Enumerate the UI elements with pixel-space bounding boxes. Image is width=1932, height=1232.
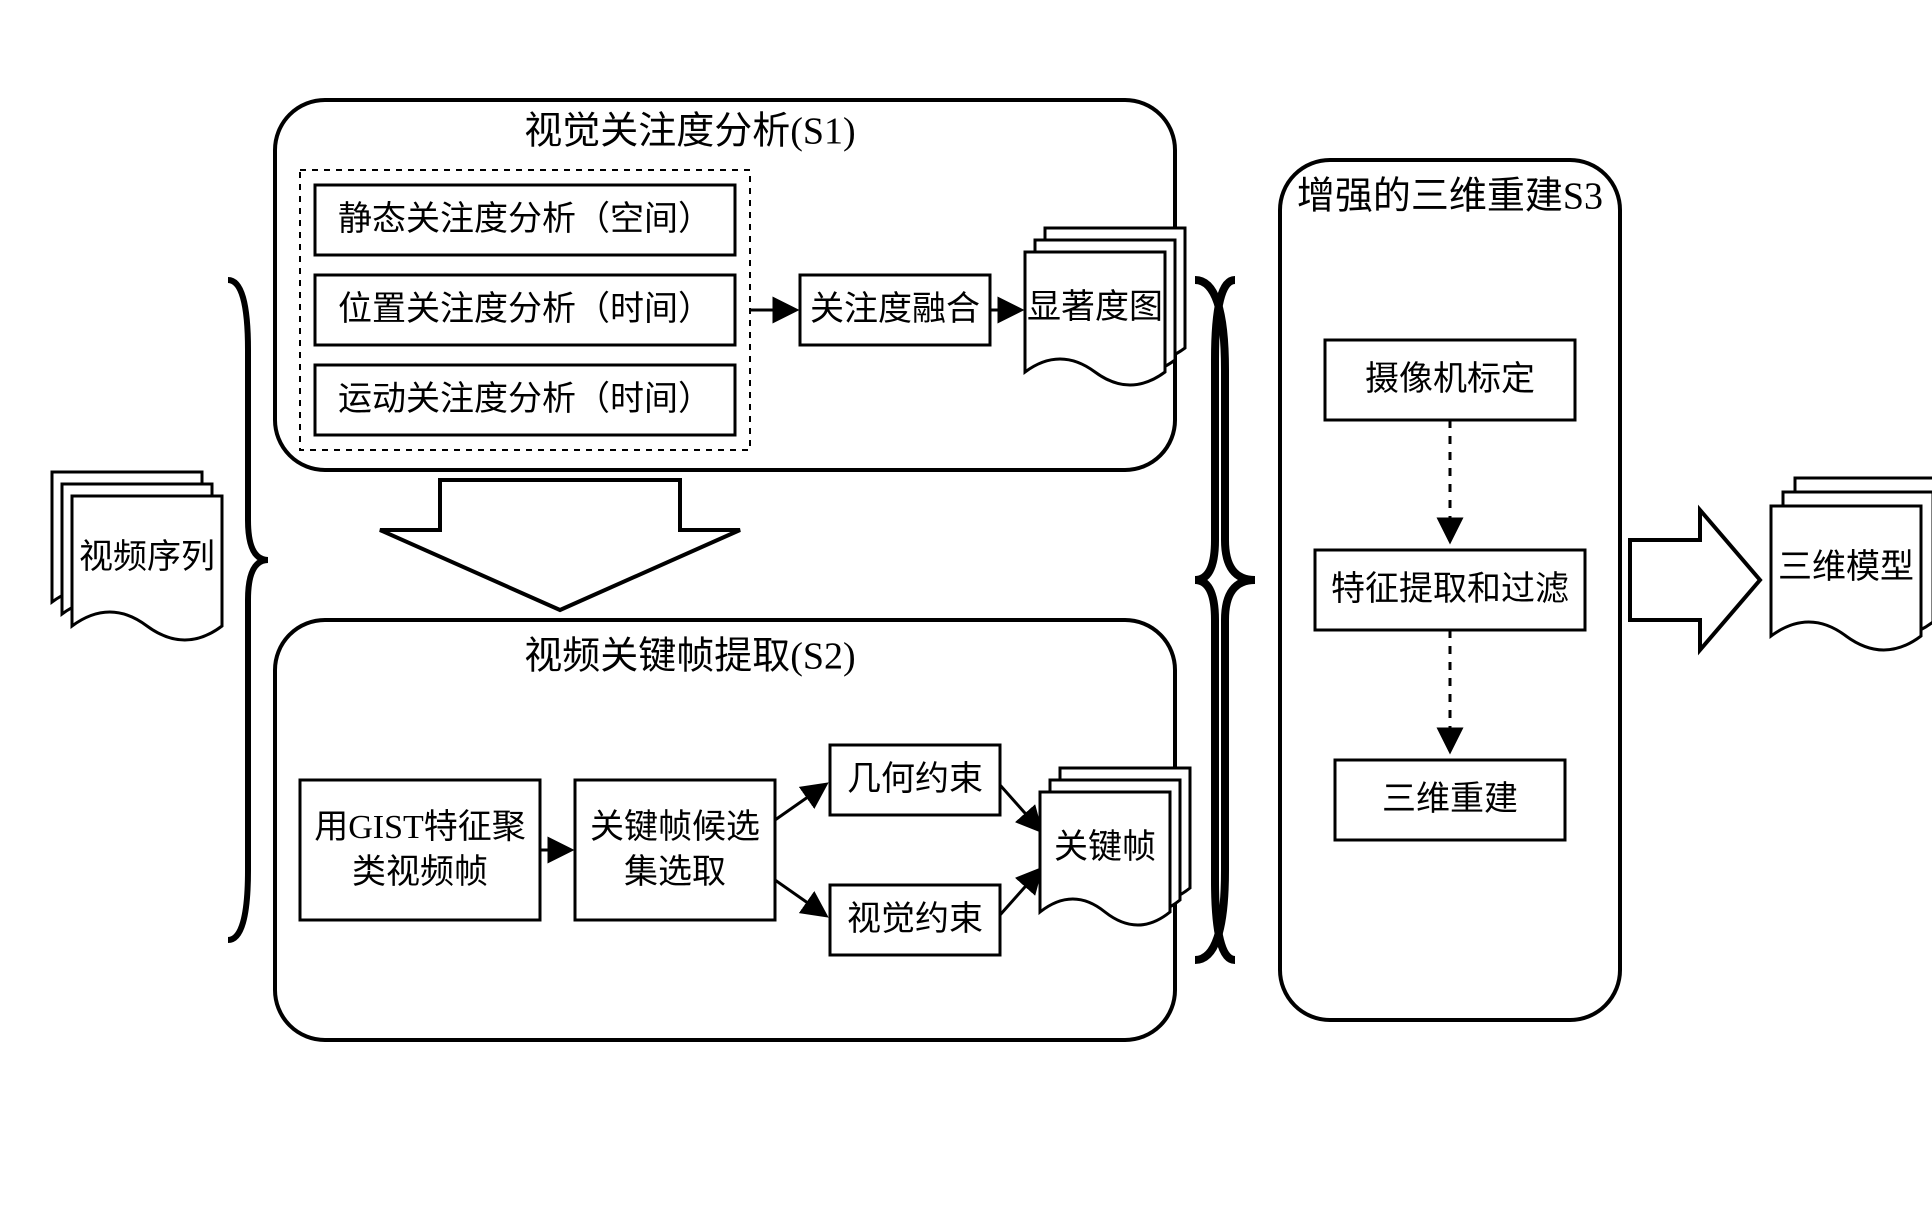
right-block-arrow xyxy=(1630,510,1760,650)
s2-step2-l2: 集选取 xyxy=(624,853,726,891)
s2-c1: 几何约束 xyxy=(847,760,983,798)
s1-item-1: 位置关注度分析（时间） xyxy=(338,290,712,328)
s2-step2-l1: 关键帧候选 xyxy=(590,808,760,846)
s2-step1-l1: 用GIST特征聚 xyxy=(314,808,526,846)
output-doc-stack: 三维模型 xyxy=(1771,478,1932,650)
right-brace-real xyxy=(1195,280,1255,960)
input-label: 视频序列 xyxy=(79,538,215,576)
s2-step2-box xyxy=(575,780,775,920)
left-brace xyxy=(228,280,268,940)
output-label: 三维模型 xyxy=(1778,548,1914,586)
flowchart-diagram: 视频序列 视觉关注度分析(S1) 静态关注度分析（空间） 位置关注度分析（时间）… xyxy=(0,0,1932,1232)
s1-result-stack: 显著度图 xyxy=(1025,228,1185,385)
s2-result-stack: 关键帧 xyxy=(1040,768,1190,925)
s3-step-2: 三维重建 xyxy=(1382,780,1518,818)
s2-title: 视频关键帧提取(S2) xyxy=(524,636,855,678)
s1-fusion: 关注度融合 xyxy=(810,290,980,328)
s3-title: 增强的三维重建S3 xyxy=(1297,176,1603,218)
s2-result: 关键帧 xyxy=(1054,828,1156,866)
down-block-arrow xyxy=(380,480,740,610)
s2-step1-l2: 类视频帧 xyxy=(352,853,488,891)
s3-step-1: 特征提取和过滤 xyxy=(1331,570,1569,608)
s1-title: 视觉关注度分析(S1) xyxy=(524,111,855,153)
s2-c2: 视觉约束 xyxy=(847,900,983,938)
s1-item-2: 运动关注度分析（时间） xyxy=(338,380,712,418)
s1-item-0: 静态关注度分析（空间） xyxy=(338,200,712,238)
input-doc-stack: 视频序列 xyxy=(52,472,222,640)
s2-step1-box xyxy=(300,780,540,920)
s1-result: 显著度图 xyxy=(1027,288,1163,326)
s3-step-0: 摄像机标定 xyxy=(1365,360,1535,398)
